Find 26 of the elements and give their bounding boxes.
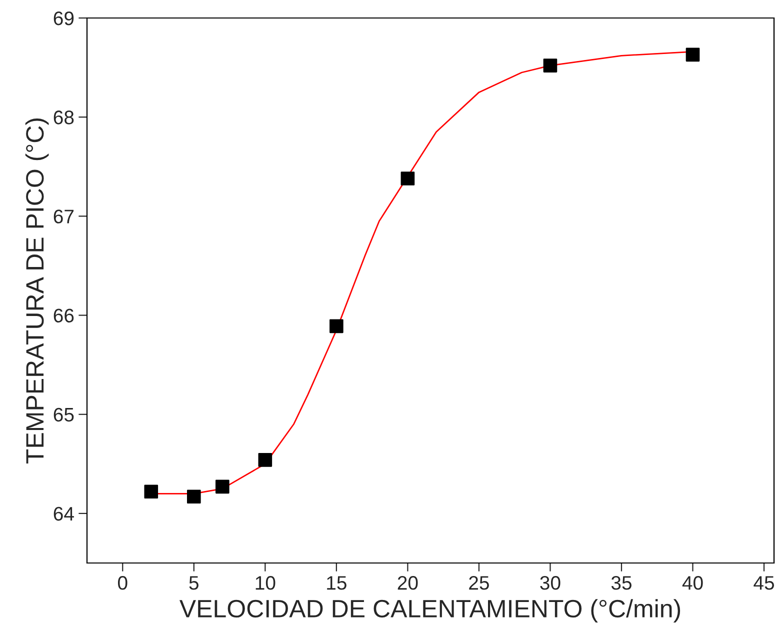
point xyxy=(216,480,230,494)
y-axis-title: TEMPERATURA DE PICO (°C) xyxy=(25,118,49,464)
point xyxy=(543,58,558,72)
x-tick-label: 0 xyxy=(118,576,128,590)
y-tick-label: 67 xyxy=(54,210,74,224)
point xyxy=(686,48,700,62)
x-tick-label: 10 xyxy=(256,576,276,590)
x-tick-label: 35 xyxy=(611,576,632,590)
x-tick-label: 25 xyxy=(469,576,489,590)
x-axis-title: VELOCIDAD DE CALENTAMIENTO (°C/min) xyxy=(180,599,680,622)
x-tick-label: 15 xyxy=(327,576,346,590)
x-tick-label: 20 xyxy=(398,576,418,590)
y-tick-label: 64 xyxy=(54,506,74,521)
point xyxy=(400,172,415,186)
point xyxy=(330,319,344,334)
x-tick-label: 5 xyxy=(189,576,198,590)
x-tick-label: 45 xyxy=(754,576,774,590)
y-tick-label: 65 xyxy=(54,408,74,422)
y-tick-label: 66 xyxy=(54,308,74,323)
x-tick-label: 30 xyxy=(540,576,560,590)
y-tick-label: 69 xyxy=(54,11,74,26)
x-tick-label: 40 xyxy=(682,576,703,590)
point xyxy=(186,490,201,504)
point xyxy=(258,453,272,467)
y-tick-label: 68 xyxy=(54,110,74,124)
point xyxy=(144,484,158,499)
